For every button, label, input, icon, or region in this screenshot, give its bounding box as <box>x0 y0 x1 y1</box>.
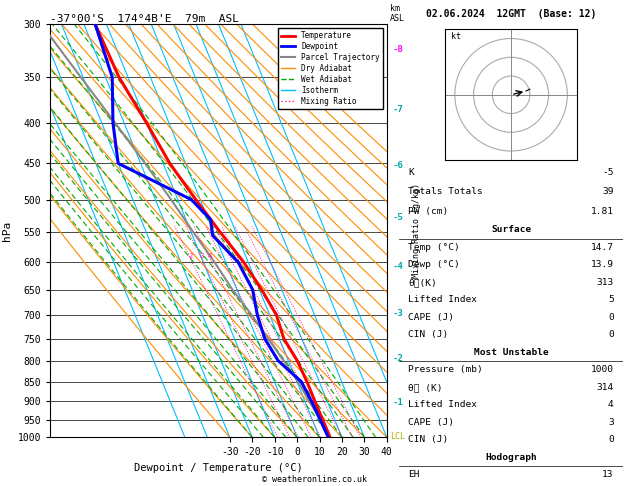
Text: EH: EH <box>408 470 420 479</box>
Text: 0: 0 <box>608 330 614 339</box>
Text: Hodograph: Hodograph <box>485 453 537 462</box>
Text: -37°00'S  174°4B'E  79m  ASL: -37°00'S 174°4B'E 79m ASL <box>50 14 239 23</box>
Text: -4: -4 <box>393 262 404 271</box>
Text: Lifted Index: Lifted Index <box>408 295 477 304</box>
Text: 4: 4 <box>208 253 213 259</box>
Text: Pressure (mb): Pressure (mb) <box>408 365 483 374</box>
Text: θᴇ (K): θᴇ (K) <box>408 383 443 392</box>
Text: 1000: 1000 <box>591 365 614 374</box>
Text: -2: -2 <box>393 354 404 363</box>
Text: Lifted Index: Lifted Index <box>408 400 477 409</box>
Text: 0: 0 <box>608 313 614 322</box>
Text: 313: 313 <box>596 278 614 287</box>
Text: LCL: LCL <box>390 432 405 441</box>
Text: CIN (J): CIN (J) <box>408 435 448 444</box>
Text: 4: 4 <box>608 400 614 409</box>
Text: 3: 3 <box>608 418 614 427</box>
Y-axis label: hPa: hPa <box>3 221 12 241</box>
Text: 39: 39 <box>603 188 614 196</box>
Text: 14.7: 14.7 <box>591 243 614 252</box>
Text: Mixing Ratio (g/kg): Mixing Ratio (g/kg) <box>412 183 421 278</box>
Legend: Temperature, Dewpoint, Parcel Trajectory, Dry Adiabat, Wet Adiabat, Isotherm, Mi: Temperature, Dewpoint, Parcel Trajectory… <box>279 28 383 109</box>
Text: Most Unstable: Most Unstable <box>474 348 548 357</box>
Text: 2: 2 <box>189 253 193 259</box>
Text: Dewp (°C): Dewp (°C) <box>408 260 460 269</box>
Text: -5: -5 <box>603 168 614 177</box>
Text: -8: -8 <box>393 45 404 54</box>
X-axis label: Dewpoint / Temperature (°C): Dewpoint / Temperature (°C) <box>134 463 303 473</box>
Text: 0: 0 <box>608 435 614 444</box>
Text: Totals Totals: Totals Totals <box>408 188 483 196</box>
Text: CAPE (J): CAPE (J) <box>408 313 454 322</box>
Text: -7: -7 <box>393 105 404 114</box>
Text: PW (cm): PW (cm) <box>408 207 448 216</box>
Text: CIN (J): CIN (J) <box>408 330 448 339</box>
Text: 02.06.2024  12GMT  (Base: 12): 02.06.2024 12GMT (Base: 12) <box>426 9 596 19</box>
Text: 3: 3 <box>200 253 204 259</box>
Text: 1.81: 1.81 <box>591 207 614 216</box>
Text: Temp (°C): Temp (°C) <box>408 243 460 252</box>
Text: -5: -5 <box>393 213 404 222</box>
Text: θᴇ(K): θᴇ(K) <box>408 278 437 287</box>
Text: 13: 13 <box>603 470 614 479</box>
Text: 13.9: 13.9 <box>591 260 614 269</box>
Text: -3: -3 <box>393 309 404 318</box>
Text: 314: 314 <box>596 383 614 392</box>
Text: K: K <box>408 168 414 177</box>
Text: Surface: Surface <box>491 226 531 234</box>
Text: -6: -6 <box>393 161 404 170</box>
Text: km
ASL: km ASL <box>390 4 405 23</box>
Text: © weatheronline.co.uk: © weatheronline.co.uk <box>262 474 367 484</box>
Text: -1: -1 <box>393 398 404 407</box>
Text: CAPE (J): CAPE (J) <box>408 418 454 427</box>
Text: 5: 5 <box>608 295 614 304</box>
Text: kt: kt <box>451 32 461 40</box>
